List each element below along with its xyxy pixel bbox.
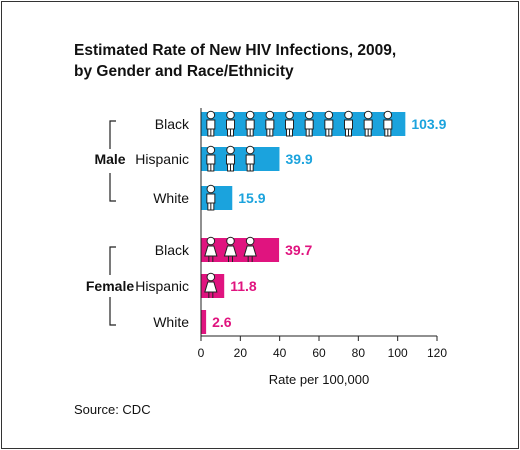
value-label-female-hispanic: 11.8 [230, 278, 257, 294]
x-tick-label: 40 [273, 346, 287, 360]
x-tick-label: 100 [388, 346, 408, 360]
x-tick-label: 60 [312, 346, 326, 360]
bar-female-white [201, 310, 207, 334]
female-person-icon [204, 272, 218, 298]
female-person-icon [223, 236, 238, 262]
group-label-female: Female [86, 278, 134, 294]
chart-title-line-2: by Gender and Race/Ethnicity [74, 63, 294, 80]
bars-layer: Male Black 103.9 Hispanic 39.9 White 15.9 Femal… [86, 110, 447, 334]
male-person-icon [285, 110, 294, 137]
male-person-icon [304, 110, 314, 137]
value-label-male-white: 15.9 [238, 190, 265, 206]
category-label-male-hispanic: Hispanic [135, 151, 189, 167]
category-label-female-black: Black [155, 242, 190, 258]
male-person-icon [206, 110, 216, 137]
group-bracket-bottom [109, 173, 116, 202]
group-bracket-top [109, 246, 116, 275]
x-tick-label: 20 [234, 346, 248, 360]
male-person-icon [344, 110, 353, 137]
male-person-icon [206, 145, 216, 172]
male-person-icon [206, 184, 216, 211]
x-tick-label: 120 [427, 346, 447, 360]
group-label-male: Male [94, 151, 125, 167]
category-label-male-white: White [153, 190, 189, 206]
male-person-icon [226, 145, 235, 172]
x-axis-label: Rate per 100,000 [269, 372, 369, 387]
male-person-icon [324, 110, 334, 137]
male-person-icon [265, 110, 275, 137]
value-label-male-hispanic: 39.9 [285, 151, 312, 167]
source-note: Source: CDC [74, 402, 151, 417]
category-label-male-black: Black [155, 116, 190, 132]
male-person-icon [245, 145, 255, 172]
female-person-icon [204, 236, 218, 262]
x-tick-label: 80 [352, 346, 366, 360]
chart-title-line-1: Estimated Rate of New HIV Infections, 20… [74, 42, 396, 59]
group-bracket-top [109, 120, 116, 149]
x-tick-label: 0 [198, 346, 205, 360]
category-label-female-white: White [153, 314, 189, 330]
male-person-icon [245, 110, 255, 137]
bar-male-white [201, 186, 233, 210]
x-ticks: 0 20 40 60 80 100 120 [198, 336, 447, 360]
male-person-icon [226, 110, 235, 137]
category-label-female-hispanic: Hispanic [135, 278, 189, 294]
group-bracket-bottom [109, 297, 116, 326]
female-person-icon [243, 236, 257, 262]
male-person-icon [383, 110, 393, 137]
value-label-male-black: 103.9 [411, 116, 446, 132]
value-label-female-black: 39.7 [285, 242, 312, 258]
value-label-female-white: 2.6 [212, 314, 232, 330]
male-person-icon [363, 110, 373, 137]
